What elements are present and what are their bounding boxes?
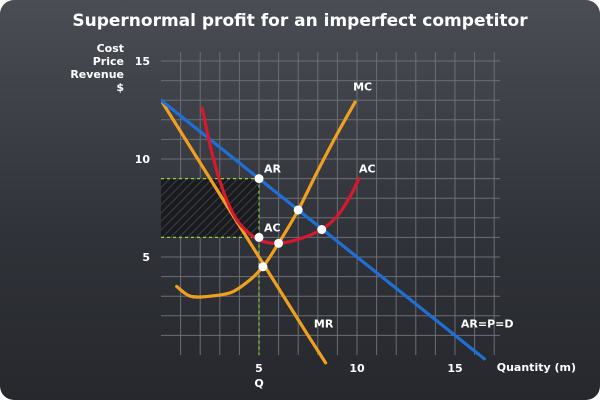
curve-label: MC [353,80,372,93]
y-axis-label-line: Revenue [70,68,124,81]
y-axis-label-line: Cost [97,42,124,55]
key-point-label: AC [264,221,281,234]
chart-title: Supernormal profit for an imperfect comp… [72,11,528,31]
x-axis-label: Quantity (m) [497,361,576,374]
y-axis-label-line: $ [116,81,124,94]
series-line-mr [161,98,328,365]
key-point-marker [293,205,303,215]
x-tick-label: 10 [349,362,365,375]
y-axis-label-line: Price [93,55,124,68]
key-point-marker [258,262,268,272]
x-tick-label: 5 [255,362,263,375]
y-tick-label: 15 [135,55,150,68]
grid [161,52,500,355]
y-tick-label: 5 [142,251,150,264]
key-point-marker [317,225,327,235]
key-point-label: AR [264,163,282,176]
series-line-ar [161,98,486,361]
chart-labels: 5 10 15 5 10 15 MC AC MR AR=P=D [135,55,514,375]
q-label: Q [254,377,263,390]
y-tick-label: 10 [135,153,151,166]
series-line-ac [200,106,361,245]
key-point-marker [254,232,264,242]
curve-label: AC [359,163,376,176]
key-point-marker [254,174,264,184]
curve-label: AR=P=D [461,318,514,331]
key-points: AR AC [254,163,327,272]
curve-label: MR [314,318,334,331]
key-point-marker [274,238,284,248]
series-lines [161,98,486,365]
x-tick-label: 15 [447,362,462,375]
